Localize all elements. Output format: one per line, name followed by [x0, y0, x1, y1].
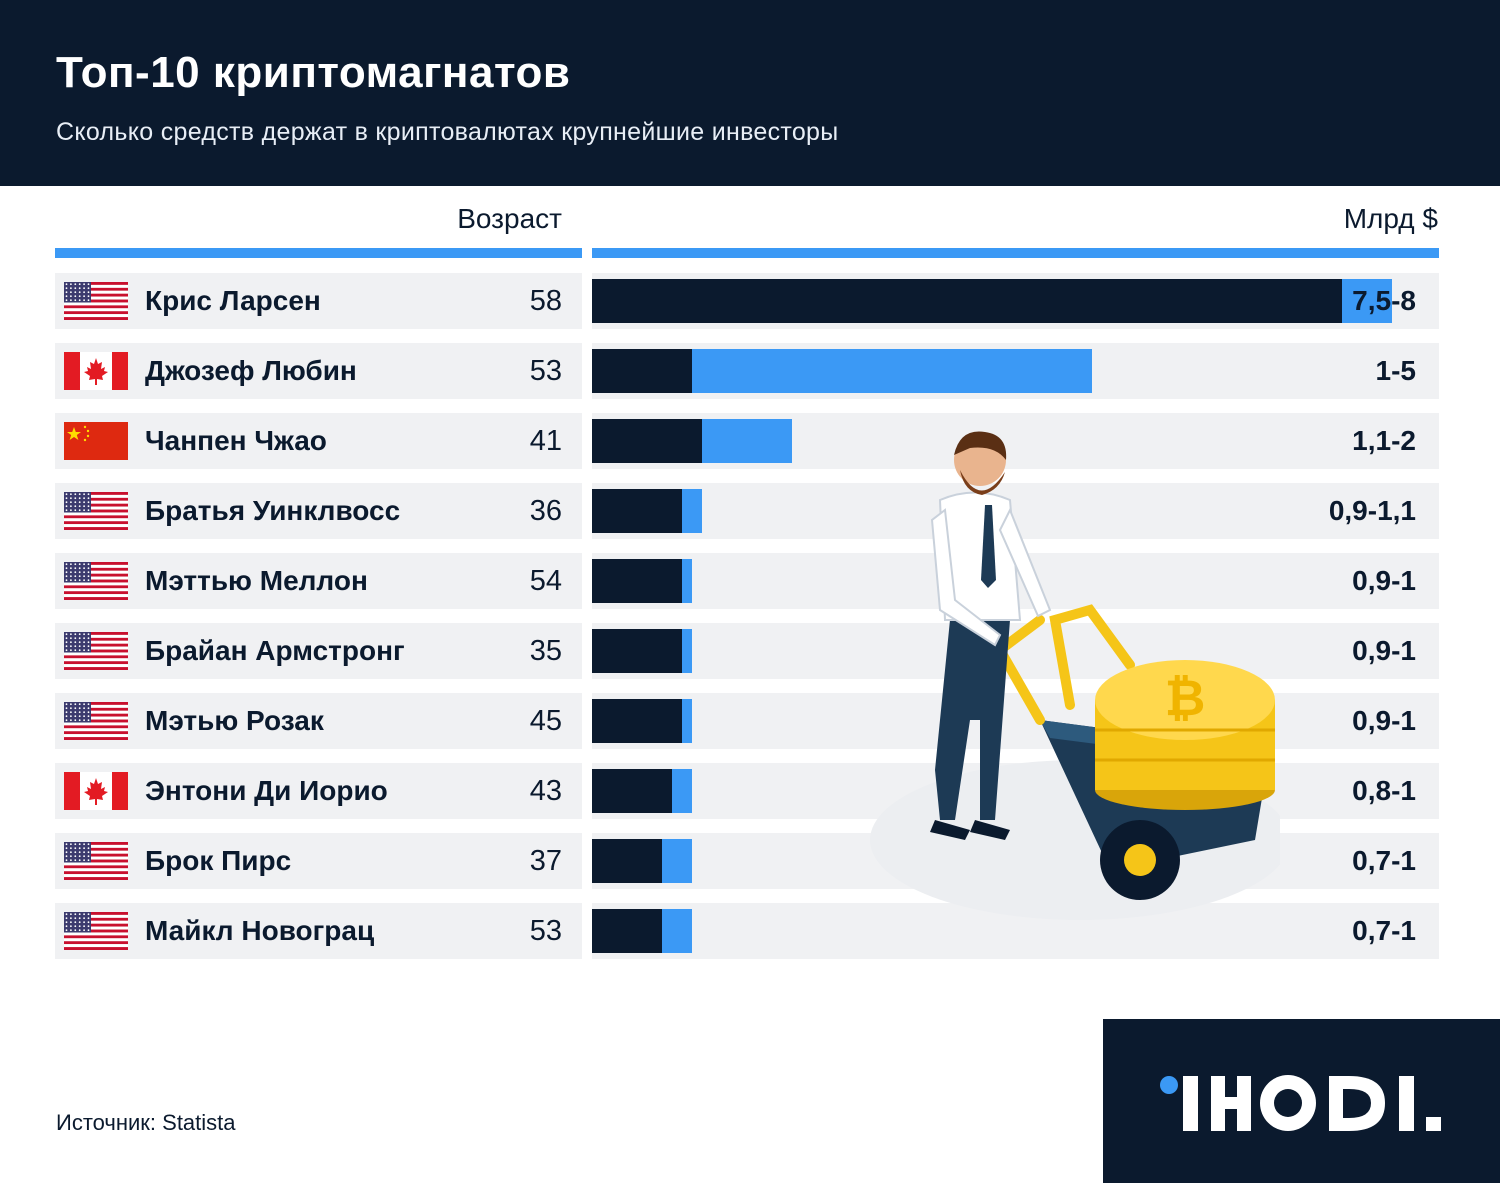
- us-flag-icon: [64, 282, 128, 320]
- holding-value-label: 0,9-1: [1352, 635, 1416, 666]
- bar-range-min: [592, 839, 662, 883]
- holding-value-label: 1,1-2: [1352, 425, 1416, 456]
- investor-age: 43: [529, 775, 562, 807]
- us-flag-icon: [64, 492, 128, 530]
- investor-name: Братья Уинклвосс: [145, 495, 401, 526]
- investor-name: Чанпен Чжао: [145, 425, 327, 456]
- investor-name: Энтони Ди Иорио: [145, 775, 388, 806]
- holding-value-label: 0,8-1: [1352, 775, 1416, 806]
- holding-value-label: 0,7-1: [1352, 845, 1416, 876]
- investor-name: Брайан Армстронг: [145, 635, 405, 666]
- investor-age: 53: [529, 355, 562, 387]
- bar-range-min: [592, 559, 682, 603]
- canada-flag-icon: [64, 772, 128, 810]
- investor-age: 53: [529, 915, 562, 947]
- table-row: [55, 833, 582, 889]
- us-flag-icon: [64, 632, 128, 670]
- holding-value-label: 0,7-1: [1352, 915, 1416, 946]
- header: Топ-10 криптомагнатов Сколько средств де…: [0, 0, 1500, 186]
- ihodl-logo: [1103, 1019, 1500, 1183]
- ihodl-logo-mark: [1160, 1075, 1441, 1131]
- table-row: [55, 273, 582, 329]
- bar-range-min: [592, 629, 682, 673]
- china-flag-icon: [64, 422, 128, 460]
- bitcoin-coin-icon: [1095, 660, 1275, 740]
- table-row: [55, 763, 582, 819]
- table-row: [55, 693, 582, 749]
- left-header-rule: [55, 248, 582, 258]
- page-title: Топ-10 криптомагнатов: [56, 48, 571, 97]
- us-flag-icon: [64, 842, 128, 880]
- bar-range-min: [592, 279, 1342, 323]
- table-row: [55, 413, 582, 469]
- value-column-header: Млрд $: [1343, 203, 1438, 234]
- us-flag-icon: [64, 912, 128, 950]
- investor-age: 36: [529, 495, 562, 527]
- bar-range-min: [592, 419, 702, 463]
- table-row: [55, 483, 582, 539]
- investor-age: 35: [529, 635, 562, 667]
- us-flag-icon: [64, 702, 128, 740]
- holding-value-label: 0,9-1: [1352, 705, 1416, 736]
- holding-value-label: 7,5-8: [1352, 285, 1416, 316]
- businessman-wheelbarrow-illustration: ₿: [870, 431, 1280, 920]
- table-row: [55, 343, 582, 399]
- svg-text:₿: ₿: [1165, 669, 1206, 727]
- bar-range-min: [592, 349, 692, 393]
- table-row: [55, 623, 582, 679]
- bar-range-min: [592, 909, 662, 953]
- source-note: Источник: Statista: [56, 1110, 236, 1135]
- table-row: [55, 553, 582, 609]
- investor-name: Мэттью Меллон: [145, 565, 368, 596]
- investor-name: Майкл Новограц: [145, 915, 375, 946]
- investor-name: Крис Ларсен: [145, 285, 321, 316]
- bar-range-min: [592, 489, 682, 533]
- tie-shape: [981, 505, 996, 588]
- bar-range-min: [592, 699, 682, 743]
- investor-age: 41: [529, 425, 562, 457]
- canada-flag-icon: [64, 352, 128, 390]
- holding-value-label: 0,9-1: [1352, 565, 1416, 596]
- investor-name: Брок Пирс: [145, 845, 292, 876]
- holding-value-label: 1-5: [1375, 355, 1416, 386]
- investor-age: 54: [529, 565, 562, 597]
- investor-age: 58: [529, 285, 562, 317]
- right-header-rule: [592, 248, 1439, 258]
- page-subtitle: Сколько средств держат в криптовалютах к…: [56, 118, 839, 146]
- age-column-header: Возраст: [457, 203, 562, 234]
- investor-age: 37: [529, 845, 562, 877]
- bar-range-min: [592, 769, 672, 813]
- investor-age: 45: [529, 705, 562, 737]
- man-legs: [935, 620, 1010, 820]
- holding-value-label: 0,9-1,1: [1328, 495, 1416, 526]
- investor-name: Джозеф Любин: [145, 355, 357, 386]
- bar-row-background: [592, 693, 1439, 749]
- investor-name: Мэтью Розак: [145, 705, 324, 736]
- us-flag-icon: [64, 562, 128, 600]
- table-row: [55, 903, 582, 959]
